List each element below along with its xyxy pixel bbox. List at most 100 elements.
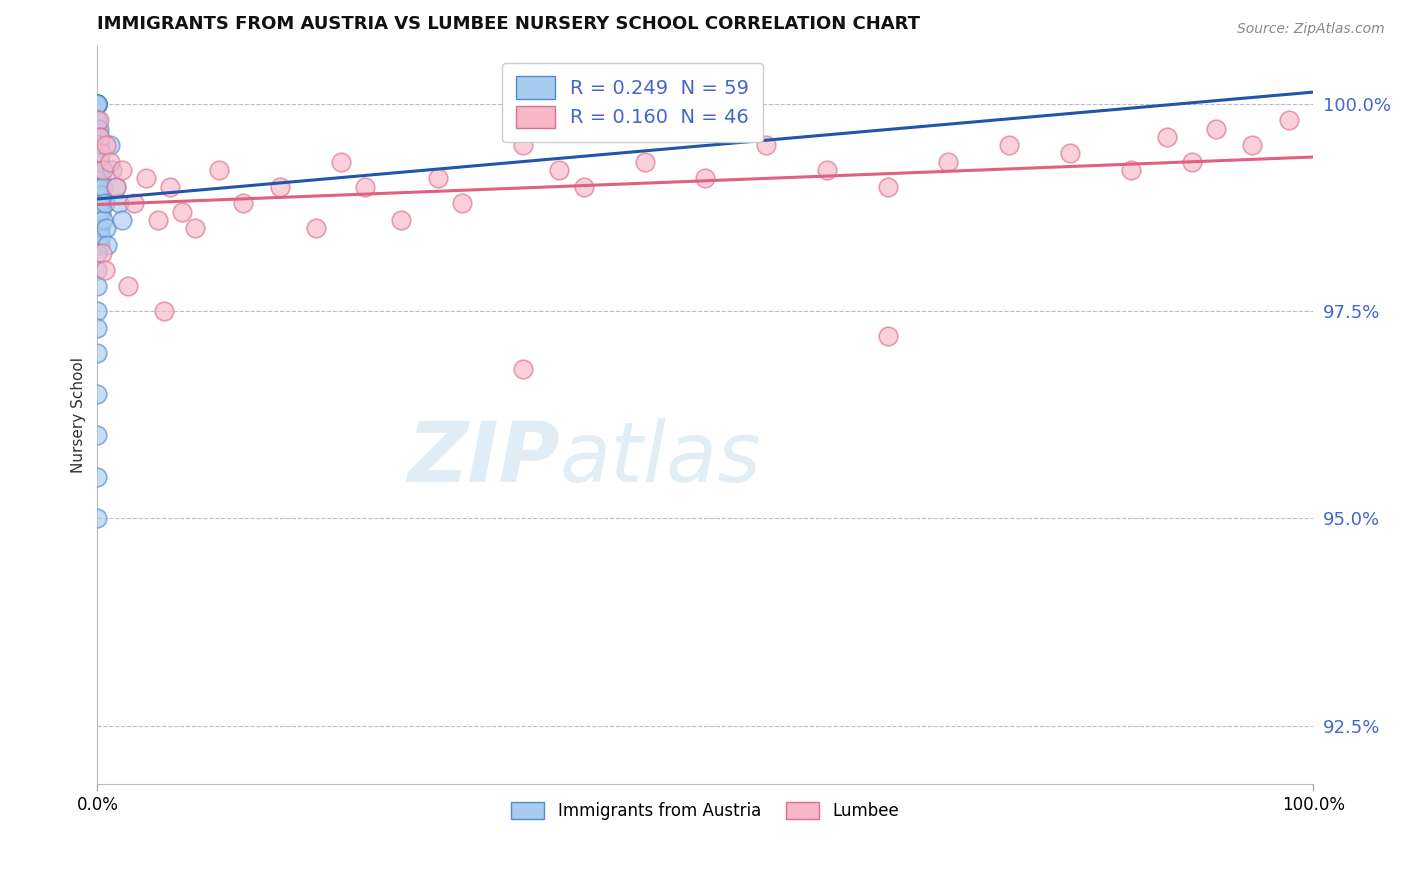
Point (1119, 163, 1142, 178)
Point (87, 179, 110, 194)
Point (87, 163, 110, 178)
Point (135, 171, 157, 186)
Text: Source: ZipAtlas.com: Source: ZipAtlas.com (1237, 22, 1385, 37)
Point (86, 113, 108, 128)
Point (87, 129, 110, 144)
Point (86, 511, 108, 525)
Point (159, 179, 181, 194)
Point (86, 171, 108, 186)
Point (89, 179, 111, 194)
Point (86, 163, 108, 178)
Point (86, 262, 108, 277)
Point (111, 163, 134, 178)
Point (1278, 113, 1301, 128)
Point (86, 304, 108, 318)
Point (232, 196, 254, 211)
Point (86, 138, 108, 153)
Point (89, 138, 111, 153)
Point (86, 320, 108, 334)
Point (93, 163, 115, 178)
Point (86, 96, 108, 111)
Point (305, 221, 328, 235)
Point (633, 154, 655, 169)
Point (86, 121, 108, 136)
Point (90, 229, 112, 244)
Point (86, 246, 108, 260)
Point (86, 96, 108, 111)
Point (89, 221, 111, 235)
Point (117, 279, 139, 293)
Point (93, 179, 115, 194)
Point (426, 171, 449, 186)
Point (146, 212, 169, 227)
Point (98, 138, 121, 153)
Point (87, 196, 110, 211)
Point (86, 96, 108, 111)
Point (104, 179, 127, 194)
Point (86, 387, 108, 401)
Point (86, 96, 108, 111)
Point (93, 196, 115, 211)
Point (451, 196, 474, 211)
Point (208, 163, 231, 178)
Text: IMMIGRANTS FROM AUSTRIA VS LUMBEE NURSERY SCHOOL CORRELATION CHART: IMMIGRANTS FROM AUSTRIA VS LUMBEE NURSER… (97, 15, 921, 33)
Point (86, 96, 108, 111)
Point (1205, 121, 1227, 136)
Point (1241, 138, 1264, 153)
Point (91, 246, 114, 260)
Legend: Immigrants from Austria, Lumbee: Immigrants from Austria, Lumbee (505, 796, 905, 827)
Point (89, 129, 111, 144)
Point (93, 212, 115, 227)
Point (87, 154, 110, 169)
Point (93, 262, 115, 277)
Point (87, 113, 110, 128)
Point (86, 96, 108, 111)
Point (1181, 154, 1204, 169)
Y-axis label: Nursery School: Nursery School (72, 357, 86, 473)
Point (89, 237, 111, 252)
Point (86, 428, 108, 442)
Point (86, 345, 108, 359)
Point (86, 154, 108, 169)
Text: ZIP: ZIP (406, 418, 560, 500)
Point (90, 163, 112, 178)
Point (104, 179, 127, 194)
Point (876, 179, 898, 194)
Point (86, 96, 108, 111)
Point (876, 329, 898, 343)
Point (86, 279, 108, 293)
Point (87, 204, 110, 219)
Point (90, 204, 112, 219)
Point (512, 138, 534, 153)
Point (86, 113, 108, 128)
Point (86, 146, 108, 161)
Point (329, 154, 352, 169)
Point (101, 163, 124, 178)
Point (86, 96, 108, 111)
Point (122, 196, 145, 211)
Point (96, 237, 118, 252)
Point (90, 146, 112, 161)
Point (86, 129, 108, 144)
Point (87, 138, 110, 153)
Point (572, 179, 595, 194)
Point (86, 470, 108, 484)
Point (172, 204, 194, 219)
Point (269, 179, 291, 194)
Point (98, 154, 121, 169)
Text: atlas: atlas (560, 418, 761, 500)
Point (998, 138, 1021, 153)
Point (153, 304, 176, 318)
Point (87, 221, 110, 235)
Point (1156, 129, 1178, 144)
Point (89, 196, 111, 211)
Point (353, 179, 375, 194)
Point (548, 163, 571, 178)
Point (512, 362, 534, 376)
Point (89, 154, 111, 169)
Point (90, 188, 112, 202)
Point (755, 138, 778, 153)
Point (87, 121, 110, 136)
Point (111, 212, 134, 227)
Point (695, 171, 717, 186)
